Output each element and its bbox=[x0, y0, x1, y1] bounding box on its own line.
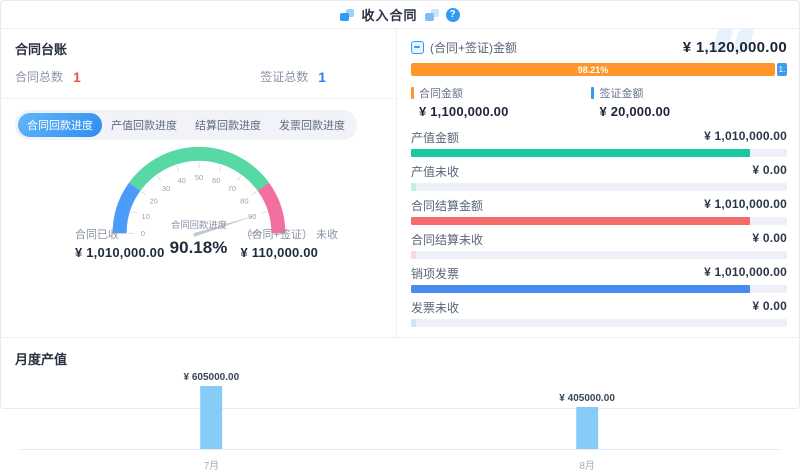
metric-row-invoice-unreceived: 发票未收 ¥ 0.00 bbox=[411, 299, 787, 327]
contract-count-label: 合同总数 bbox=[15, 70, 64, 84]
svg-text:10: 10 bbox=[141, 212, 149, 221]
metric-row-settlement-unreceived: 合同结算未收 ¥ 0.00 bbox=[411, 231, 787, 259]
amount-legend: 合同金额 ¥ 1,100,000.00 签证金额 ¥ 20,000.00 bbox=[411, 85, 787, 119]
metric-row-output-amount: 产值金额 ¥ 1,010,000.00 bbox=[411, 129, 787, 157]
amount-stacked-bar: 98.21% 1. bbox=[411, 63, 787, 76]
svg-text:30: 30 bbox=[161, 184, 169, 193]
amount-title: (合同+签证)金额 bbox=[430, 41, 518, 55]
visa-count-stat: 签证总数 1 bbox=[260, 68, 326, 85]
metric-value: ¥ 0.00 bbox=[752, 163, 787, 177]
metric-label: 销项发票 bbox=[411, 267, 460, 281]
gauge-needle bbox=[192, 214, 258, 237]
metric-progressbar bbox=[411, 319, 787, 327]
metric-progress-fill bbox=[411, 183, 416, 191]
monthly-title: 月度产值 bbox=[15, 352, 68, 367]
metric-value: ¥ 0.00 bbox=[752, 231, 787, 245]
metric-value: ¥ 1,010,000.00 bbox=[704, 129, 787, 143]
contract-count-value: 1 bbox=[73, 68, 81, 85]
metric-value: ¥ 0.00 bbox=[752, 299, 787, 313]
monthly-section: 月度产值 ¥ 605000.00 7月 ¥ 405000.00 8月 bbox=[1, 337, 799, 474]
ledger-title: 合同台账 bbox=[15, 42, 68, 57]
page-title: 收入合同 bbox=[361, 8, 418, 23]
gauge-label: 合同回款进度 bbox=[171, 219, 227, 230]
bar-group-august: ¥ 405000.00 8月 bbox=[559, 393, 615, 472]
visa-amount-stat: 签证金额 ¥ 20,000.00 bbox=[591, 85, 771, 119]
visa-count-label: 签证总数 bbox=[260, 70, 309, 84]
svg-text:20: 20 bbox=[149, 196, 157, 205]
metric-value: ¥ 1,010,000.00 bbox=[704, 197, 787, 211]
svg-text:80: 80 bbox=[240, 196, 248, 205]
metric-progress-fill bbox=[411, 149, 751, 157]
bar-july bbox=[200, 386, 223, 449]
svg-text:40: 40 bbox=[177, 176, 185, 185]
tab-settlement-progress[interactable]: 结算回款进度 bbox=[195, 120, 261, 132]
x-tick-label: 7月 bbox=[203, 461, 220, 472]
gauge-percentage: 90.18% bbox=[169, 238, 228, 257]
contract-amount-value: ¥ 1,100,000.00 bbox=[419, 104, 509, 119]
progress-tabs: 合同回款进度 产值回款进度 结算回款进度 发票回款进度 bbox=[15, 110, 357, 140]
metric-row-output-unreceived: 产值未收 ¥ 0.00 bbox=[411, 163, 787, 191]
svg-text:0: 0 bbox=[140, 229, 144, 238]
metric-progressbar bbox=[411, 285, 787, 293]
metric-value: ¥ 1,010,000.00 bbox=[704, 265, 787, 279]
svg-text:50: 50 bbox=[194, 173, 202, 182]
monthly-bar-chart: ¥ 605000.00 7月 ¥ 405000.00 8月 bbox=[15, 370, 785, 474]
amount-header: (合同+签证)金额 ¥ 1,120,000.00 bbox=[411, 39, 787, 56]
visa-legend-marker bbox=[591, 87, 595, 99]
metric-progressbar bbox=[411, 251, 787, 259]
divider bbox=[1, 98, 396, 99]
metric-row-settlement-amount: 合同结算金额 ¥ 1,010,000.00 bbox=[411, 197, 787, 225]
x-tick-label: 8月 bbox=[579, 461, 595, 472]
visa-count-value: 1 bbox=[318, 68, 326, 85]
amount-doc-icon bbox=[411, 41, 424, 54]
folder-light-icon bbox=[424, 8, 439, 21]
ledger-panel: 合同台账 合同总数 1 签证总数 1 合同回款进度 产值回款进度 结算回款进度 … bbox=[1, 29, 397, 337]
svg-text:60: 60 bbox=[212, 176, 220, 185]
amounts-panel: (合同+签证)金额 ¥ 1,120,000.00 98.21% 1. 合同金额 … bbox=[397, 29, 799, 337]
metric-label: 产值未收 bbox=[411, 165, 460, 179]
visa-bar-segment: 1. bbox=[777, 63, 787, 76]
metric-label: 合同结算金额 bbox=[411, 199, 484, 213]
metric-label: 发票未收 bbox=[411, 301, 460, 315]
contract-count-stat: 合同总数 1 bbox=[15, 68, 81, 85]
x-axis-line bbox=[19, 449, 781, 450]
help-icon[interactable]: ? bbox=[445, 7, 460, 22]
metric-progress-fill bbox=[411, 285, 751, 293]
page-header: 收入合同 ? bbox=[1, 1, 799, 29]
bar-august bbox=[576, 407, 599, 449]
metric-row-invoice-amount: 销项发票 ¥ 1,010,000.00 bbox=[411, 265, 787, 293]
contract-bar-segment: 98.21% bbox=[411, 63, 775, 76]
main-area: 合同台账 合同总数 1 签证总数 1 合同回款进度 产值回款进度 结算回款进度 … bbox=[1, 29, 799, 337]
tab-invoice-progress[interactable]: 发票回款进度 bbox=[279, 120, 345, 132]
bar-group-july: ¥ 605000.00 7月 bbox=[183, 372, 240, 472]
bar-value-label: ¥ 405000.00 bbox=[559, 393, 615, 404]
svg-text:100: 100 bbox=[248, 229, 260, 238]
contract-legend-marker bbox=[411, 87, 414, 99]
amount-total: ¥ 1,120,000.00 bbox=[682, 39, 787, 56]
svg-text:70: 70 bbox=[227, 184, 235, 193]
ledger-stats: 合同总数 1 签证总数 1 bbox=[15, 68, 382, 85]
metric-progressbar bbox=[411, 183, 787, 191]
visa-amount-value: ¥ 20,000.00 bbox=[599, 104, 671, 119]
metric-progressbar bbox=[411, 217, 787, 225]
folder-icon bbox=[340, 8, 355, 21]
contract-amount-stat: 合同金额 ¥ 1,100,000.00 bbox=[411, 85, 591, 119]
svg-text:90: 90 bbox=[248, 212, 256, 221]
metric-label: 合同结算未收 bbox=[411, 233, 484, 247]
metric-label: 产值金额 bbox=[411, 131, 460, 145]
tab-output-progress[interactable]: 产值回款进度 bbox=[111, 120, 177, 132]
metric-progress-fill bbox=[411, 217, 751, 225]
contract-amount-label: 合同金额 bbox=[419, 88, 463, 100]
bar-value-label: ¥ 605000.00 bbox=[183, 372, 240, 383]
gauge-wrap: 合同回款进度 0 10 20 30 40 50 60 70 80 90 100 90.18% bbox=[15, 140, 382, 258]
visa-amount-label: 签证金额 bbox=[599, 88, 644, 100]
metric-progressbar bbox=[411, 149, 787, 157]
metric-progress-fill bbox=[411, 251, 416, 259]
metric-list: 产值金额 ¥ 1,010,000.00 产值未收 ¥ 0.00 合同结算金额 ¥ 1,… bbox=[411, 129, 787, 327]
metric-progress-fill bbox=[411, 319, 416, 327]
tab-contract-progress[interactable]: 合同回款进度 bbox=[18, 113, 102, 137]
